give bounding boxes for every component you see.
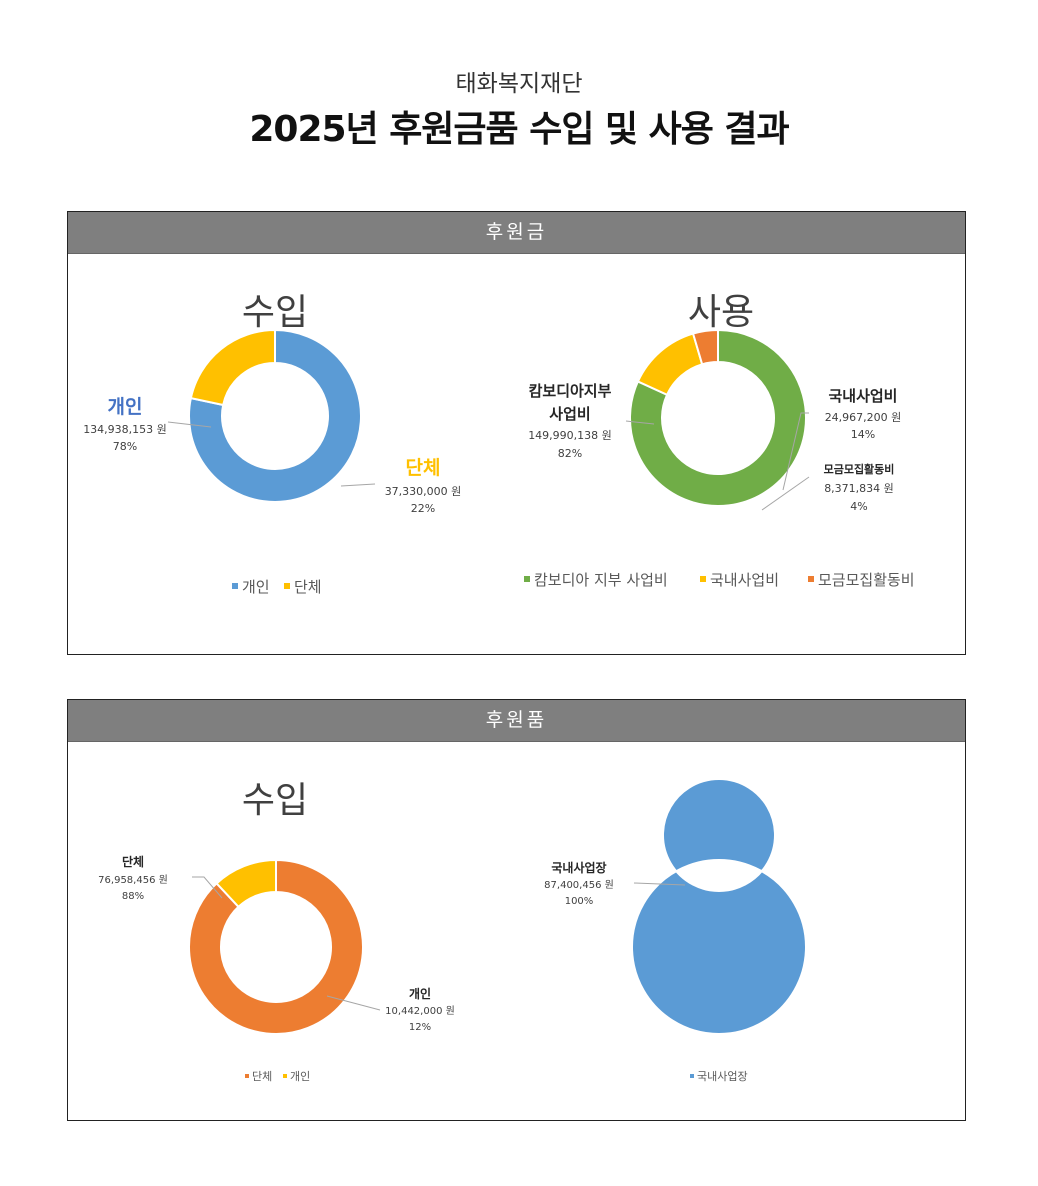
panel-header: 후원품 <box>68 700 965 742</box>
label-cambodia-percent: 82% <box>558 447 582 460</box>
panel-header: 후원금 <box>68 212 965 254</box>
donut-slice-단체 <box>188 858 364 1035</box>
label-fundraising-percent: 4% <box>850 500 867 513</box>
legend-label-fundraising: 모금모집활동비 <box>818 571 915 589</box>
income-legend: 개인 단체 <box>232 578 322 596</box>
donation-money-panel: 후원금 수입 사용 개인 134,938,153 원 78% 단체 37,330… <box>67 211 966 655</box>
usage-legend: 캄보디아 지부 사업비 국내사업비 모금모집활동비 <box>524 571 915 589</box>
legend-swatch-individual <box>232 583 238 589</box>
legend-swatch-group <box>245 1074 249 1078</box>
label-domestic-amount: 24,967,200 원 <box>825 411 902 424</box>
label-individual-amount: 10,442,000 원 <box>385 1005 455 1017</box>
label-cambodia-name-line2: 사업비 <box>549 405 590 423</box>
usage-chart-title: 사용 <box>688 292 754 333</box>
label-individual-name: 개인 <box>108 396 143 418</box>
label-group-name: 단체 <box>406 457 441 479</box>
leader-line <box>633 882 686 886</box>
label-fundraising-name: 모금모집활동비 <box>824 462 895 476</box>
label-fundraising-amount: 8,371,834 원 <box>824 482 894 495</box>
legend-swatch-domestic <box>700 576 706 582</box>
label-group-amount: 76,958,456 원 <box>98 874 168 886</box>
label-group-name: 단체 <box>122 854 144 869</box>
label-domestic-site-amount: 87,400,456 원 <box>544 879 614 891</box>
legend-label-domestic: 국내사업비 <box>710 571 779 589</box>
donation-money-charts: 수입 사용 개인 134,938,153 원 78% 단체 37,330,000… <box>83 292 915 596</box>
label-group-percent: 88% <box>122 891 144 902</box>
donut-slice-단체 <box>189 328 276 407</box>
legend-swatch-cambodia <box>524 576 530 582</box>
donation-goods-panel: 후원품 수입 사용 단체 76,958,456 원 88% 개인 10,442,… <box>67 699 966 1121</box>
legend-label-group: 단체 <box>294 578 322 596</box>
income-chart-title: 수입 <box>242 780 308 821</box>
donut-slice-국내사업장 <box>631 778 807 1035</box>
donut-slice-캄보디아-지부-사업비 <box>629 328 807 507</box>
label-cambodia-name-line1: 캄보디아지부 <box>529 382 612 400</box>
leader-line <box>192 876 223 899</box>
label-individual-name: 개인 <box>409 986 431 1001</box>
label-domestic-percent: 14% <box>851 428 875 441</box>
label-domestic-site-name: 국내사업장 <box>551 860 606 875</box>
legend-label-domestic-site: 국내사업장 <box>697 1070 748 1083</box>
label-group-amount: 37,330,000 원 <box>385 485 462 498</box>
leader-line <box>761 476 810 511</box>
label-individual-percent: 78% <box>113 440 137 453</box>
label-individual-amount: 134,938,153 원 <box>83 423 167 436</box>
donut-slice-개인 <box>188 328 362 503</box>
legend-swatch-individual <box>283 1074 287 1078</box>
legend-label-cambodia: 캄보디아 지부 사업비 <box>534 571 668 589</box>
label-group-percent: 22% <box>411 502 435 515</box>
leader-line <box>782 412 809 491</box>
usage-donut <box>631 778 807 1035</box>
income-legend: 단체 개인 <box>245 1070 310 1083</box>
legend-swatch-group <box>284 583 290 589</box>
legend-label-individual: 개인 <box>242 578 270 596</box>
legend-swatch-fundraising <box>808 576 814 582</box>
legend-label-group: 단체 <box>252 1070 272 1083</box>
organization-name: 태화복지재단 <box>455 71 583 97</box>
usage-legend: 국내사업장 <box>690 1070 748 1083</box>
label-domestic-site-percent: 100% <box>565 896 594 907</box>
income-chart-title: 수입 <box>242 292 308 333</box>
donut-slice-국내사업비 <box>636 332 704 397</box>
legend-label-individual: 개인 <box>290 1070 310 1083</box>
page-title: 2025년 후원금품 수입 및 사용 결과 <box>249 109 789 150</box>
donation-goods-charts: 수입 사용 단체 76,958,456 원 88% 개인 10,442,000 … <box>98 778 807 1083</box>
leader-line <box>167 421 212 428</box>
label-individual-percent: 12% <box>409 1022 431 1033</box>
income-donut <box>188 328 362 503</box>
label-cambodia-amount: 149,990,138 원 <box>528 429 612 442</box>
legend-swatch-domestic-site <box>690 1074 694 1078</box>
income-donut <box>188 858 364 1035</box>
label-domestic-name: 국내사업비 <box>828 387 897 405</box>
leader-line <box>625 420 655 425</box>
usage-donut <box>629 328 807 507</box>
leader-line <box>326 995 381 1011</box>
donut-slice-개인 <box>215 858 277 909</box>
donut-slice-모금모집활동비 <box>691 328 719 366</box>
leader-line <box>340 483 376 487</box>
